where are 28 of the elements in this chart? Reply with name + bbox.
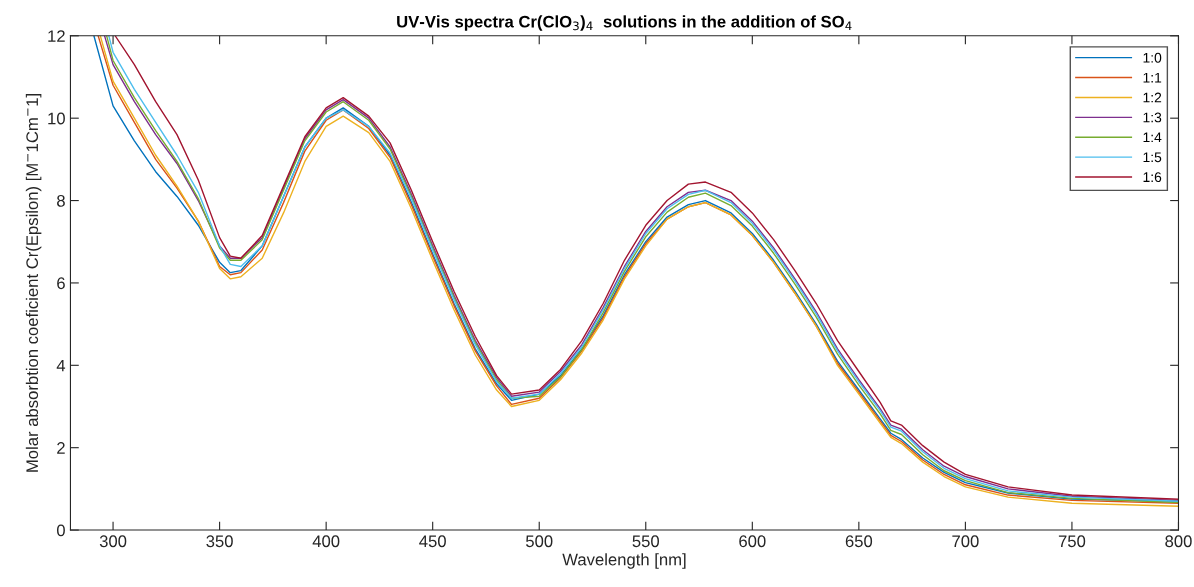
legend-label: 1:3 <box>1143 112 1162 123</box>
x-tick-label: 500 <box>525 535 553 548</box>
x-tick-label: 450 <box>419 535 446 548</box>
x-tick-label: 700 <box>952 535 979 548</box>
x-tick-label: 550 <box>632 535 660 548</box>
legend-label: 1:5 <box>1143 152 1162 163</box>
x-tick-label: 650 <box>845 535 873 548</box>
x-tick-label: 800 <box>1165 535 1192 548</box>
x-tick-label: 400 <box>312 535 340 548</box>
y-tick-label: 8 <box>57 194 65 207</box>
chart-title: UV-Vis spectra Cr(ClO$_{3}$)$_{4}$ solutions in the addition of SO$_{4}$ <box>397 15 852 31</box>
legend-label: 1:6 <box>1143 172 1162 183</box>
x-tick-label: 600 <box>739 535 766 548</box>
x-tick-label: 750 <box>1058 535 1086 548</box>
y-axis-title: Molar absorbtion coeficient Cr(Epsilon) [M$^{−}$1Cm$^{−}$1] <box>25 94 42 472</box>
legend-label: 1:0 <box>1143 52 1162 63</box>
x-tick-label: 300 <box>99 535 127 548</box>
legend-label: 1:1 <box>1143 72 1162 83</box>
y-tick-label: 2 <box>57 442 65 454</box>
y-tick-label: 10 <box>48 112 65 125</box>
legend-label: 1:4 <box>1143 132 1162 143</box>
x-axis-title: Wavelength [nm] <box>562 553 686 569</box>
legend-label: 1:2 <box>1143 92 1162 103</box>
y-tick-label: 4 <box>56 359 66 372</box>
x-tick-label: 350 <box>206 535 233 548</box>
y-tick-label: 6 <box>57 277 65 290</box>
y-tick-label: 0 <box>56 524 65 537</box>
y-tick-label: 12 <box>48 30 65 42</box>
